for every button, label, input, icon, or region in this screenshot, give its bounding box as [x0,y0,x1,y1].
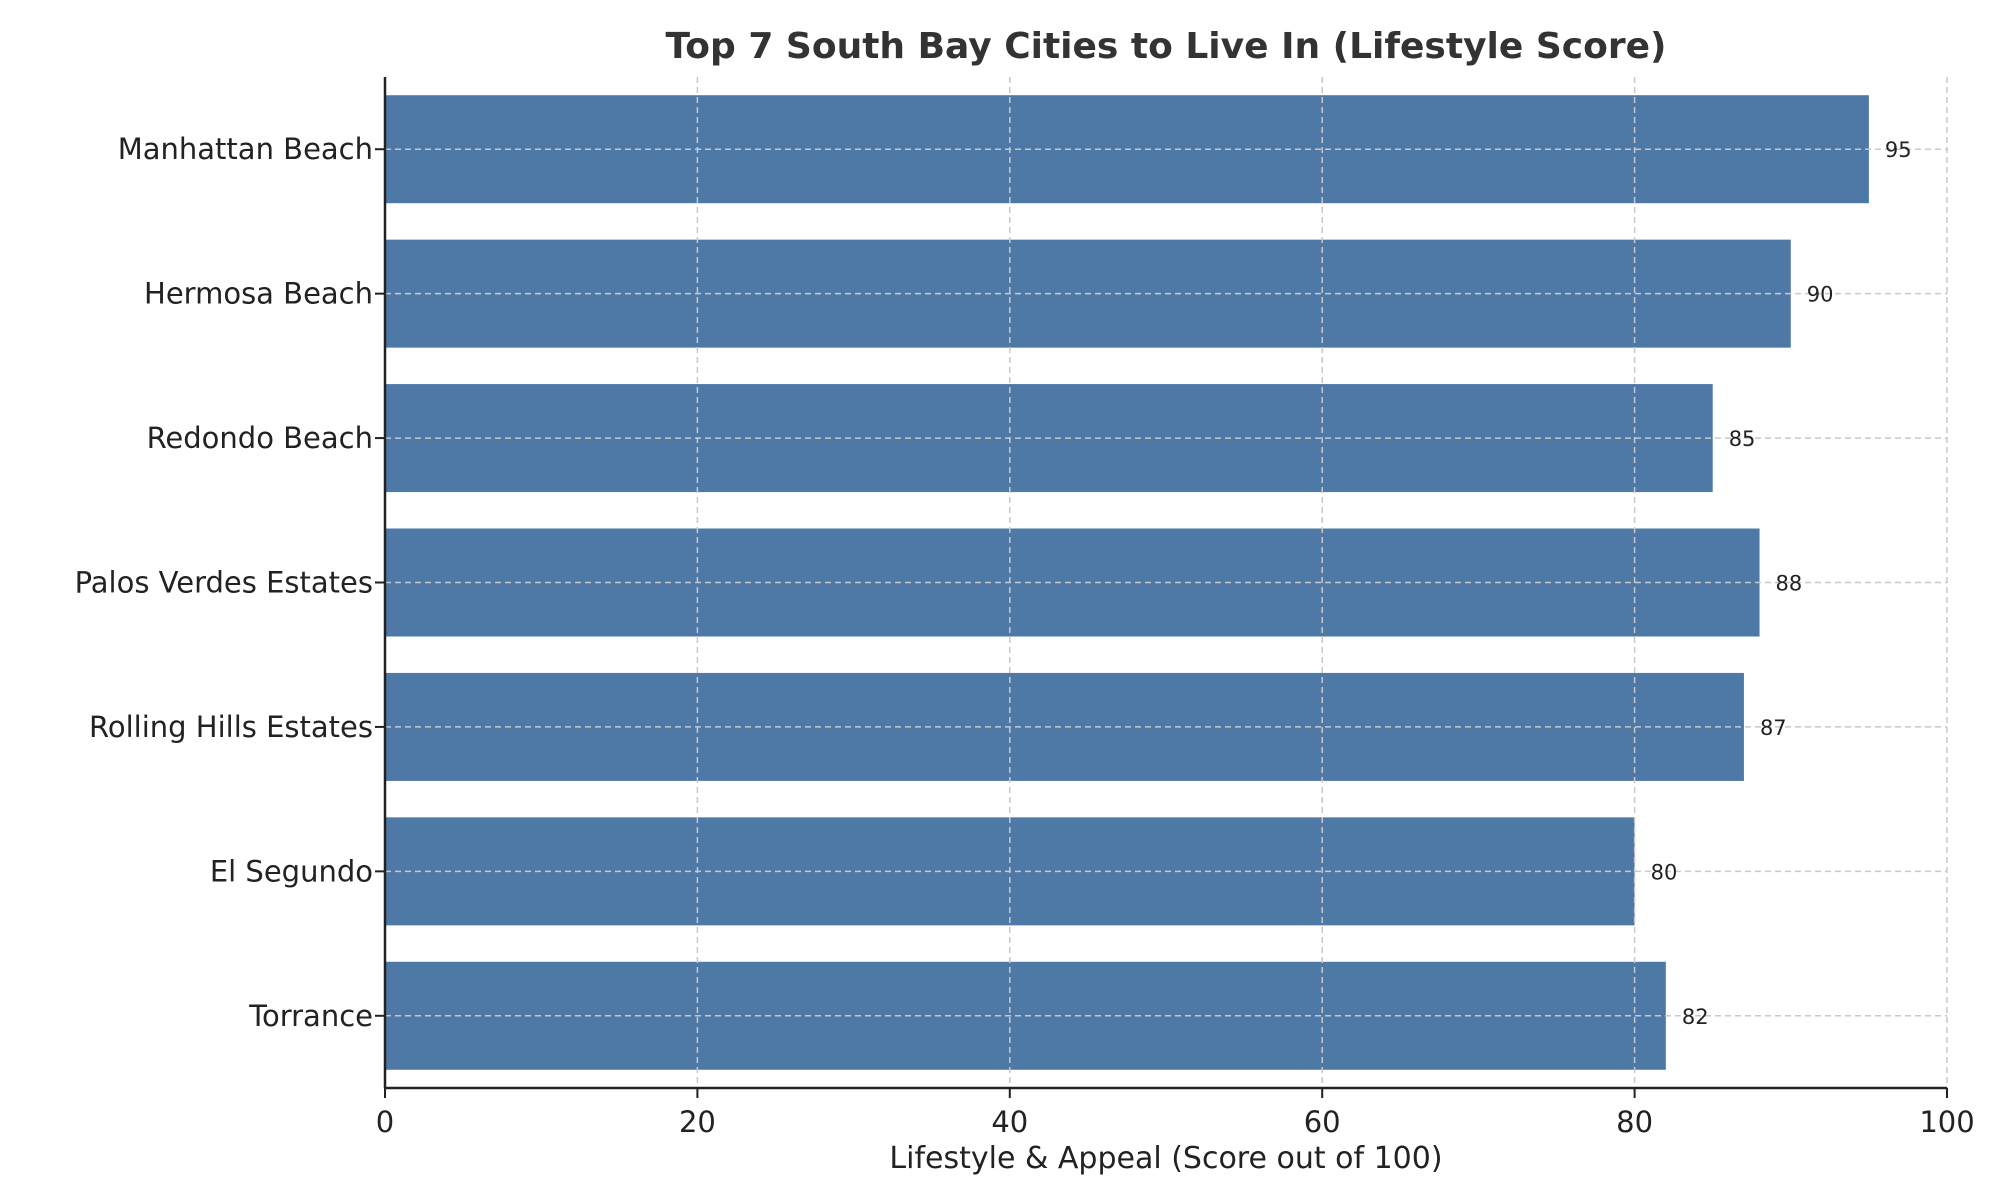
y-tick-label: Palos Verdes Estates [75,566,373,600]
x-tick-label: 0 [376,1105,394,1139]
data-label: 87 [1760,716,1787,740]
x-tick-label: 80 [1616,1105,1653,1139]
y-tick-label: Torrance [248,999,373,1033]
x-tick-label: 100 [1919,1105,1974,1139]
x-axis-label: Lifestyle & Appeal (Score out of 100) [889,1141,1442,1176]
bar [385,528,1760,637]
data-label: 82 [1682,1005,1709,1029]
y-tick-label: El Segundo [210,854,373,888]
x-tick-label: 40 [991,1105,1028,1139]
y-tick-label: Manhattan Beach [118,132,373,166]
data-label: 85 [1729,427,1756,451]
y-tick-label: Redondo Beach [147,421,373,455]
x-tick-label: 60 [1304,1105,1341,1139]
x-tick-label: 20 [679,1105,716,1139]
chart-title: Top 7 South Bay Cities to Live In (Lifes… [666,26,1667,67]
data-label: 80 [1651,860,1678,884]
y-tick-label: Rolling Hills Estates [89,710,373,744]
data-label: 95 [1885,138,1912,162]
data-label: 88 [1776,572,1803,596]
y-tick-label: Hermosa Beach [144,277,373,311]
data-label: 90 [1807,283,1834,307]
